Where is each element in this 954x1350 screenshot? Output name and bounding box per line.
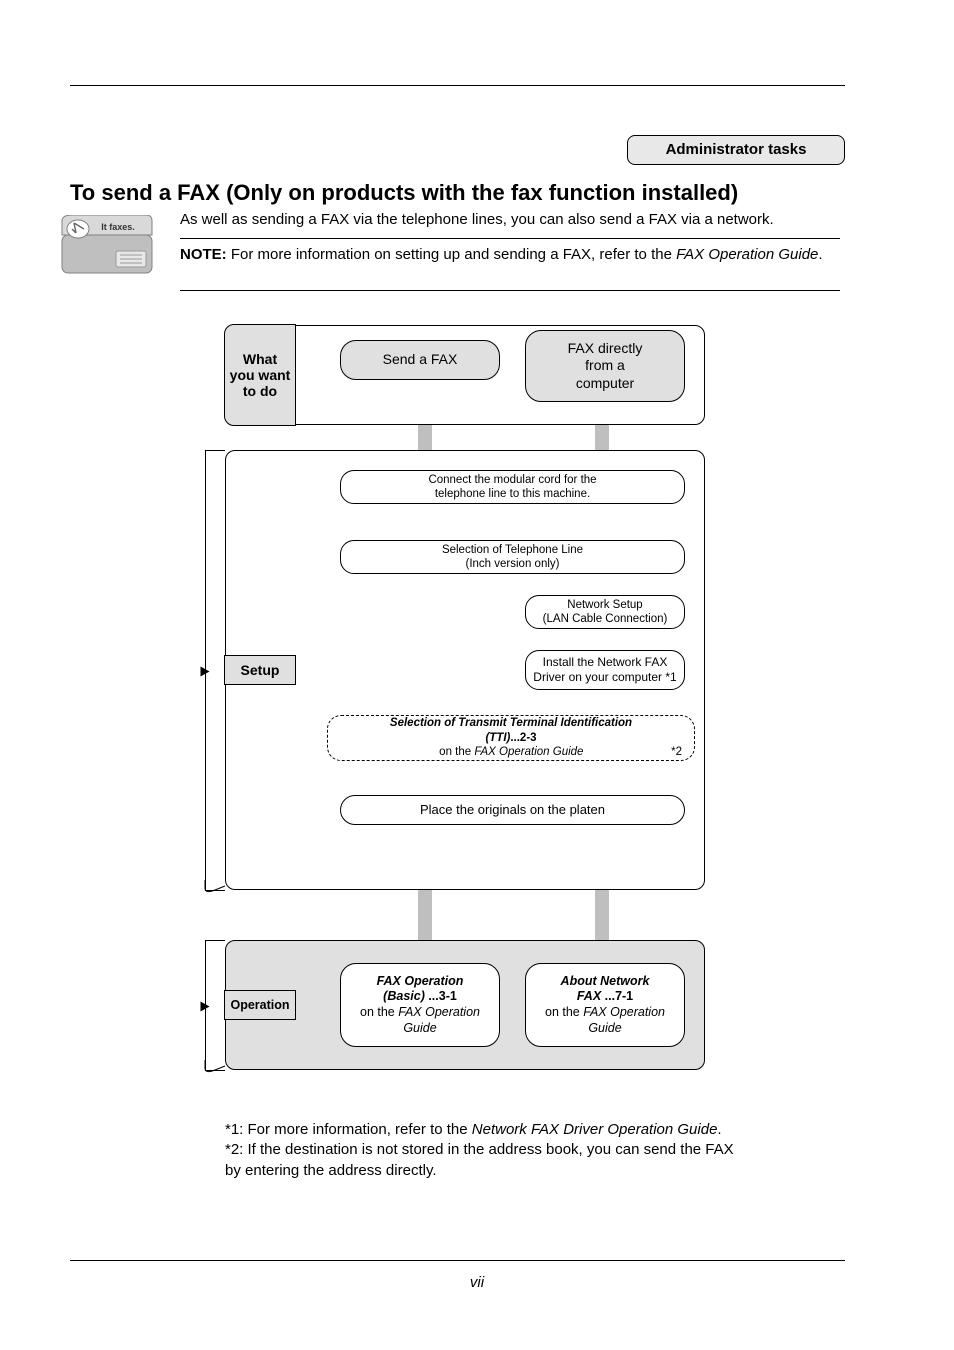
box-op-left: FAX Operation (Basic) ...3-1 on the FAX … xyxy=(340,963,500,1047)
op-r-guide: FAX Operation Guide xyxy=(583,1005,665,1035)
op-l-t2: (Basic) xyxy=(383,989,425,1003)
op-tail-arrow xyxy=(201,1002,210,1012)
fn1c: . xyxy=(717,1121,721,1138)
install-l2: Driver on your computer *1 xyxy=(533,670,676,685)
label-setup: Setup xyxy=(224,655,296,685)
tti-l2: (TTI) xyxy=(485,732,510,744)
send-fax-text: Send a FAX xyxy=(383,351,458,369)
top-rule xyxy=(70,85,845,86)
op-l-ref: ...3-1 xyxy=(425,989,457,1003)
note-ref: FAX Operation Guide xyxy=(676,246,818,263)
box-telephone: Selection of Telephone Line (Inch versio… xyxy=(340,540,685,574)
box-place: Place the originals on the platen xyxy=(340,795,685,825)
footnotes: *1: For more information, refer to the N… xyxy=(225,1120,745,1181)
op-l-t1: FAX Operation xyxy=(377,974,464,988)
op-r-t2: FAX xyxy=(577,989,601,1003)
op-r-on: on the xyxy=(545,1005,583,1019)
box-network: Network Setup (LAN Cable Connection) xyxy=(525,595,685,629)
connect-l2: telephone line to this machine. xyxy=(435,487,590,501)
flow-diagram: What you want to do Send a FAX FAX direc… xyxy=(225,325,705,1105)
box-install: Install the Network FAX Driver on your c… xyxy=(525,650,685,690)
net-l1: Network Setup xyxy=(567,598,642,612)
tel-l1: Selection of Telephone Line xyxy=(442,543,583,557)
note-rule-bottom xyxy=(180,290,840,291)
admin-tasks-tag: Administrator tasks xyxy=(627,135,845,165)
fc-l1: FAX directly xyxy=(568,340,643,358)
tti-l1: Selection of Transmit Terminal Identific… xyxy=(390,717,632,729)
note-rule-top xyxy=(180,238,840,239)
note-period: . xyxy=(818,246,822,263)
label-what-text: What you want to do xyxy=(229,351,291,399)
box-fax-computer: FAX directly from a computer xyxy=(525,330,685,402)
connect-l1: Connect the modular cord for the xyxy=(428,473,596,487)
label-operation: Operation xyxy=(224,990,296,1020)
install-l1: Install the Network FAX xyxy=(543,655,668,670)
section-title: To send a FAX (Only on products with the… xyxy=(70,180,738,206)
note-label: NOTE: xyxy=(180,246,227,263)
fn2: *2: If the destination is not stored in … xyxy=(225,1141,734,1178)
box-op-right: About Network FAX ...7-1 on the FAX Oper… xyxy=(525,963,685,1047)
place-text: Place the originals on the platen xyxy=(420,802,605,818)
label-setup-text: Setup xyxy=(241,662,280,678)
op-l-guide: FAX Operation Guide xyxy=(398,1005,480,1035)
setup-tail-h1 xyxy=(205,450,225,451)
op-l-on: on the xyxy=(360,1005,398,1019)
setup-tail-arrow xyxy=(201,667,210,677)
op-tail-h1 xyxy=(205,940,225,941)
fn1a: *1: For more information, refer to the xyxy=(225,1121,472,1138)
fc-l3: computer xyxy=(576,375,634,393)
fc-l2: from a xyxy=(585,357,625,375)
intro-text: As well as sending a FAX via the telepho… xyxy=(180,210,840,230)
it-faxes-icon: It faxes. xyxy=(60,215,155,275)
page-content: Administrator tasks To send a FAX (Only … xyxy=(70,85,845,136)
net-l2: (LAN Cable Connection) xyxy=(543,612,668,626)
tti-ref: ...2-3 xyxy=(510,732,536,744)
tti-l3a: on the xyxy=(439,746,474,758)
setup-curve xyxy=(201,880,227,898)
op-r-ref: ...7-1 xyxy=(601,989,633,1003)
label-operation-text: Operation xyxy=(230,998,289,1012)
op-r-t1: About Network xyxy=(561,974,650,988)
fn1b: Network FAX Driver Operation Guide xyxy=(472,1121,718,1138)
box-send-fax: Send a FAX xyxy=(340,340,500,380)
bottom-rule xyxy=(70,1260,845,1261)
tti-l3c: *2 xyxy=(671,745,682,759)
op-curve xyxy=(201,1060,227,1078)
note-body: For more information on setting up and s… xyxy=(227,246,676,263)
box-connect: Connect the modular cord for the telepho… xyxy=(340,470,685,504)
label-what: What you want to do xyxy=(224,324,296,426)
note-text: NOTE: For more information on setting up… xyxy=(180,245,840,265)
tel-l2: (Inch version only) xyxy=(466,557,560,571)
page-number: vii xyxy=(0,1274,954,1291)
box-tti: Selection of Transmit Terminal Identific… xyxy=(327,715,695,761)
tti-l3b: FAX Operation Guide xyxy=(474,746,583,758)
svg-text:It faxes.: It faxes. xyxy=(101,222,135,232)
